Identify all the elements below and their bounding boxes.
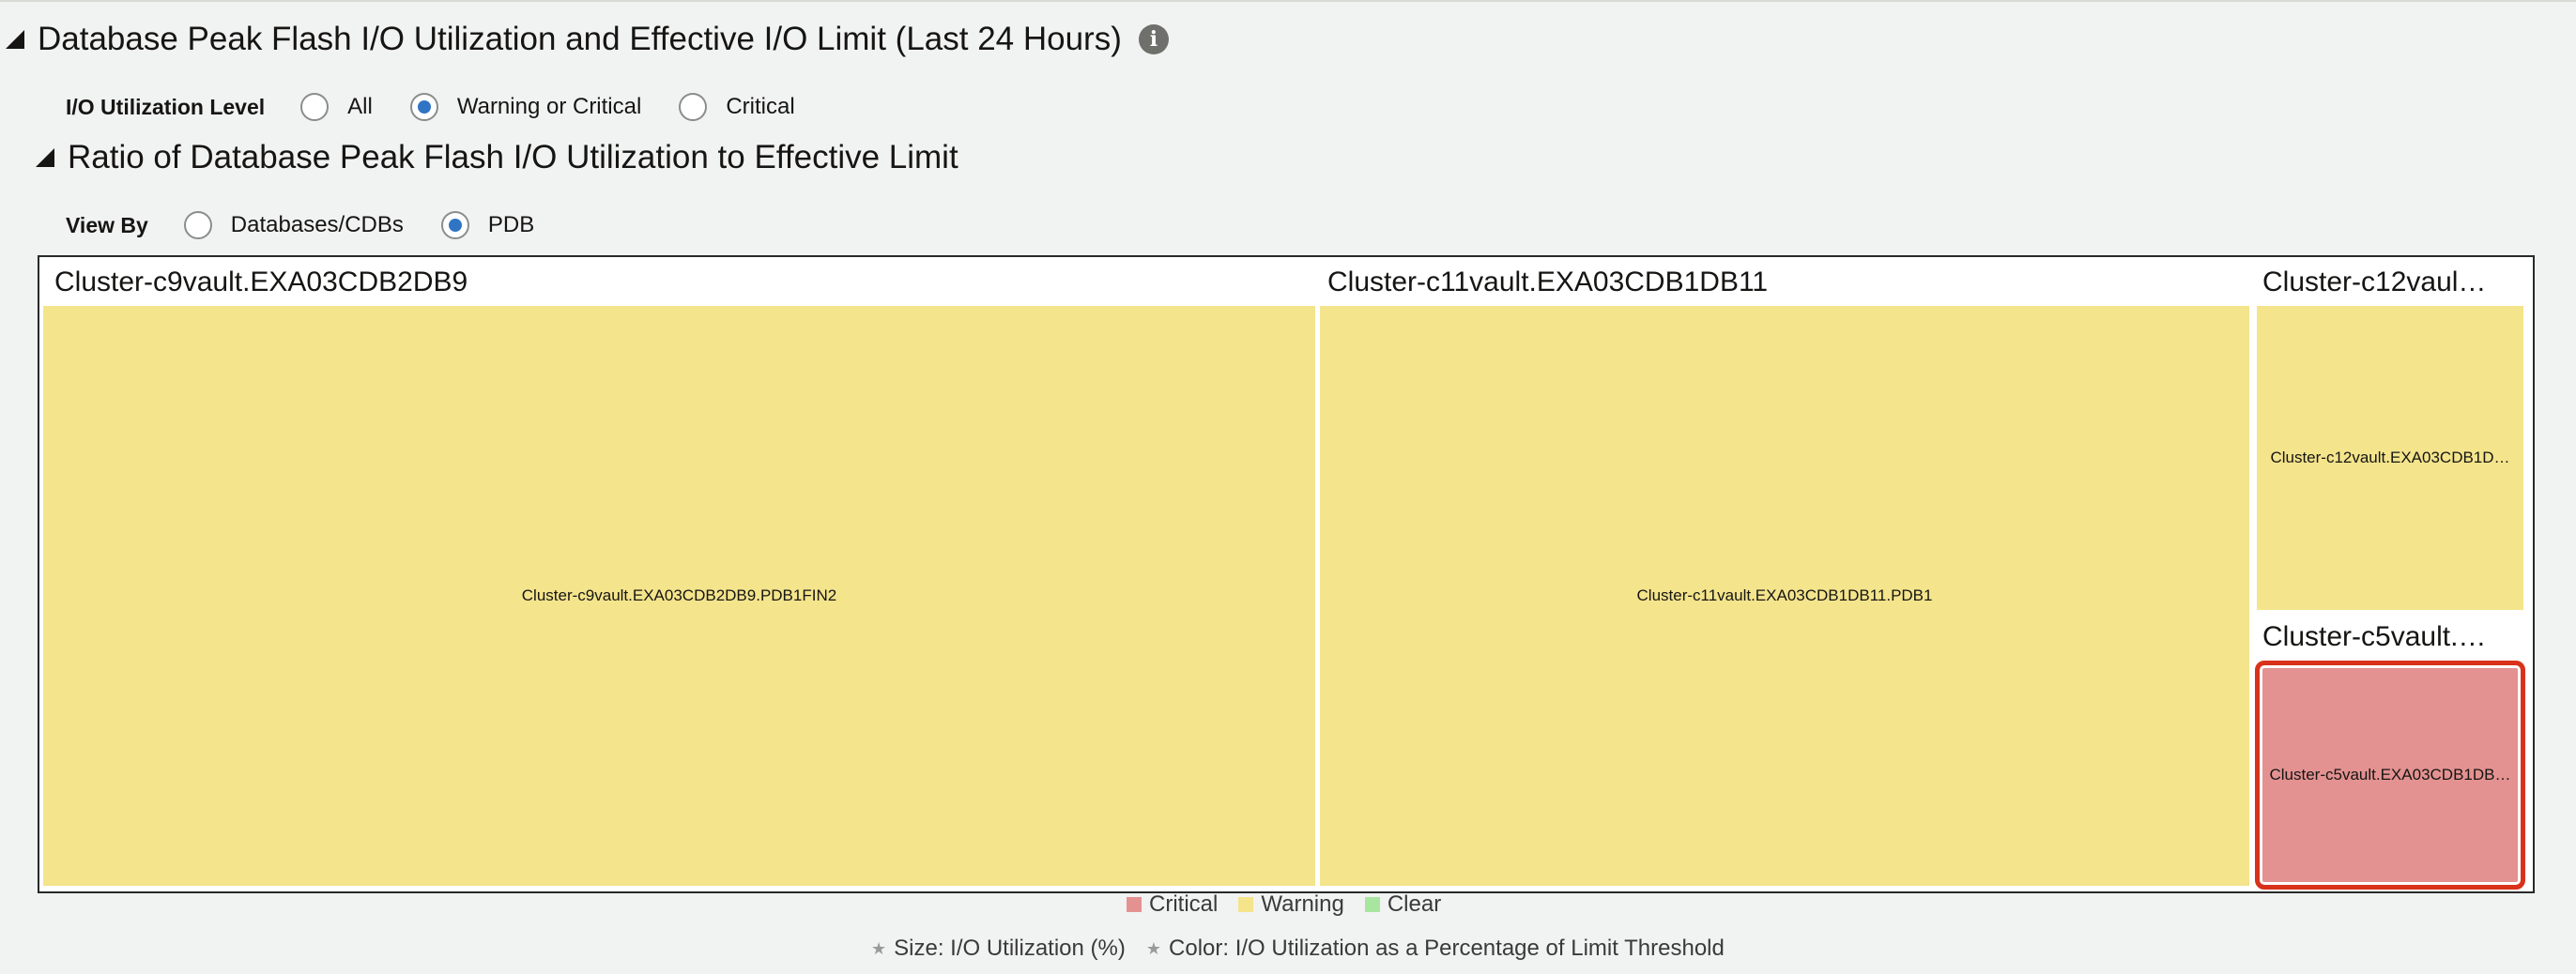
treemap-group-title: Cluster-c5vault.… bbox=[2262, 621, 2487, 652]
treemap-group-title: Cluster-c12vaul… bbox=[2262, 266, 2487, 297]
radio-circle-icon[interactable] bbox=[183, 211, 212, 239]
legend-item-clear[interactable]: Clear bbox=[1364, 891, 1442, 918]
treemap-group[interactable]: Cluster-c11vault.EXA03CDB1DB11 Cluster-c… bbox=[1320, 261, 2249, 888]
treemap-tile-label: Cluster-c5vault.EXA03CDB1DB… bbox=[2269, 766, 2511, 784]
legend-item-warning[interactable]: Warning bbox=[1238, 891, 1344, 918]
top-divider bbox=[0, 0, 2576, 2]
radio-all[interactable]: All bbox=[300, 93, 373, 121]
radio-label: Critical bbox=[726, 94, 795, 119]
treemap-group-title: Cluster-c9vault.EXA03CDB2DB9 bbox=[54, 266, 468, 297]
treemap-tile-selected[interactable]: Cluster-c5vault.EXA03CDB1DB… bbox=[2255, 661, 2525, 890]
treemap: Cluster-c9vault.EXA03CDB2DB9 Cluster-c9v… bbox=[38, 255, 2535, 893]
radio-critical[interactable]: Critical bbox=[679, 93, 795, 121]
legend-swatch bbox=[1238, 897, 1254, 912]
size-note-text: Size: I/O Utilization (%) bbox=[894, 936, 1126, 961]
legend-label: Critical bbox=[1149, 891, 1219, 917]
treemap-footnote: ★ Size: I/O Utilization (%) ★ Color: I/O… bbox=[871, 935, 1745, 963]
legend-label: Warning bbox=[1261, 891, 1344, 917]
radio-label: All bbox=[347, 94, 373, 119]
collapse-triangle-icon[interactable] bbox=[36, 148, 54, 167]
radio-pdb[interactable]: PDB bbox=[440, 211, 535, 239]
radio-label: Warning or Critical bbox=[456, 94, 642, 119]
legend-swatch bbox=[1127, 897, 1142, 912]
size-note: ★ Size: I/O Utilization (%) bbox=[871, 936, 1126, 962]
treemap-group[interactable]: Cluster-c5vault.… Cluster-c5vault.EXA03C… bbox=[2255, 617, 2525, 890]
treemap-tile[interactable]: Cluster-c12vault.EXA03CDB1D… bbox=[2257, 306, 2523, 610]
legend-label: Clear bbox=[1387, 891, 1442, 917]
treemap-tile-label: Cluster-c12vault.EXA03CDB1D… bbox=[2270, 449, 2510, 466]
color-note: ★ Color: I/O Utilization as a Percentage… bbox=[1146, 936, 1725, 962]
io-utilization-level-label: I/O Utilization Level bbox=[66, 94, 266, 119]
radio-label: Databases/CDBs bbox=[230, 212, 404, 237]
radio-selected-icon[interactable] bbox=[409, 93, 438, 121]
legend: Critical Warning Clear bbox=[1127, 891, 1462, 918]
section-title: Ratio of Database Peak Flash I/O Utiliza… bbox=[68, 139, 958, 175]
collapse-triangle-icon[interactable] bbox=[6, 30, 24, 49]
io-utilization-level-group: I/O Utilization Level All Warning or Cri… bbox=[66, 88, 833, 126]
info-icon[interactable]: i bbox=[1138, 24, 1169, 54]
radio-circle-icon[interactable] bbox=[679, 93, 708, 121]
legend-item-critical[interactable]: Critical bbox=[1127, 891, 1218, 918]
treemap-tile[interactable]: Cluster-c11vault.EXA03CDB1DB11.PDB1 bbox=[1320, 306, 2249, 886]
section-title: Database Peak Flash I/O Utilization and … bbox=[38, 21, 1122, 57]
treemap-tile-label: Cluster-c11vault.EXA03CDB1DB11.PDB1 bbox=[1636, 586, 1933, 604]
radio-databases-cdbs[interactable]: Databases/CDBs bbox=[183, 211, 404, 239]
view-by-group: View By Databases/CDBs PDB bbox=[66, 206, 572, 244]
treemap-group[interactable]: Cluster-c9vault.EXA03CDB2DB9 Cluster-c9v… bbox=[43, 261, 1315, 888]
radio-label: PDB bbox=[487, 212, 535, 237]
star-icon: ★ bbox=[871, 938, 887, 958]
treemap-group[interactable]: Cluster-c12vaul… Cluster-c12vault.EXA03C… bbox=[2255, 261, 2525, 612]
section-header-flash-io[interactable]: Database Peak Flash I/O Utilization and … bbox=[6, 19, 1169, 60]
star-icon: ★ bbox=[1145, 938, 1162, 958]
treemap-tile-label: Cluster-c9vault.EXA03CDB2DB9.PDB1FIN2 bbox=[521, 586, 837, 604]
radio-circle-icon[interactable] bbox=[300, 93, 330, 121]
view-by-label: View By bbox=[66, 212, 148, 237]
treemap-group-title: Cluster-c11vault.EXA03CDB1DB11 bbox=[1327, 266, 1769, 297]
radio-selected-icon[interactable] bbox=[440, 211, 469, 239]
treemap-tile[interactable]: Cluster-c9vault.EXA03CDB2DB9.PDB1FIN2 bbox=[43, 306, 1315, 886]
legend-swatch bbox=[1364, 897, 1380, 912]
radio-warning-or-critical[interactable]: Warning or Critical bbox=[409, 93, 642, 121]
color-note-text: Color: I/O Utilization as a Percentage o… bbox=[1169, 936, 1725, 961]
section-header-ratio[interactable]: Ratio of Database Peak Flash I/O Utiliza… bbox=[36, 137, 958, 178]
